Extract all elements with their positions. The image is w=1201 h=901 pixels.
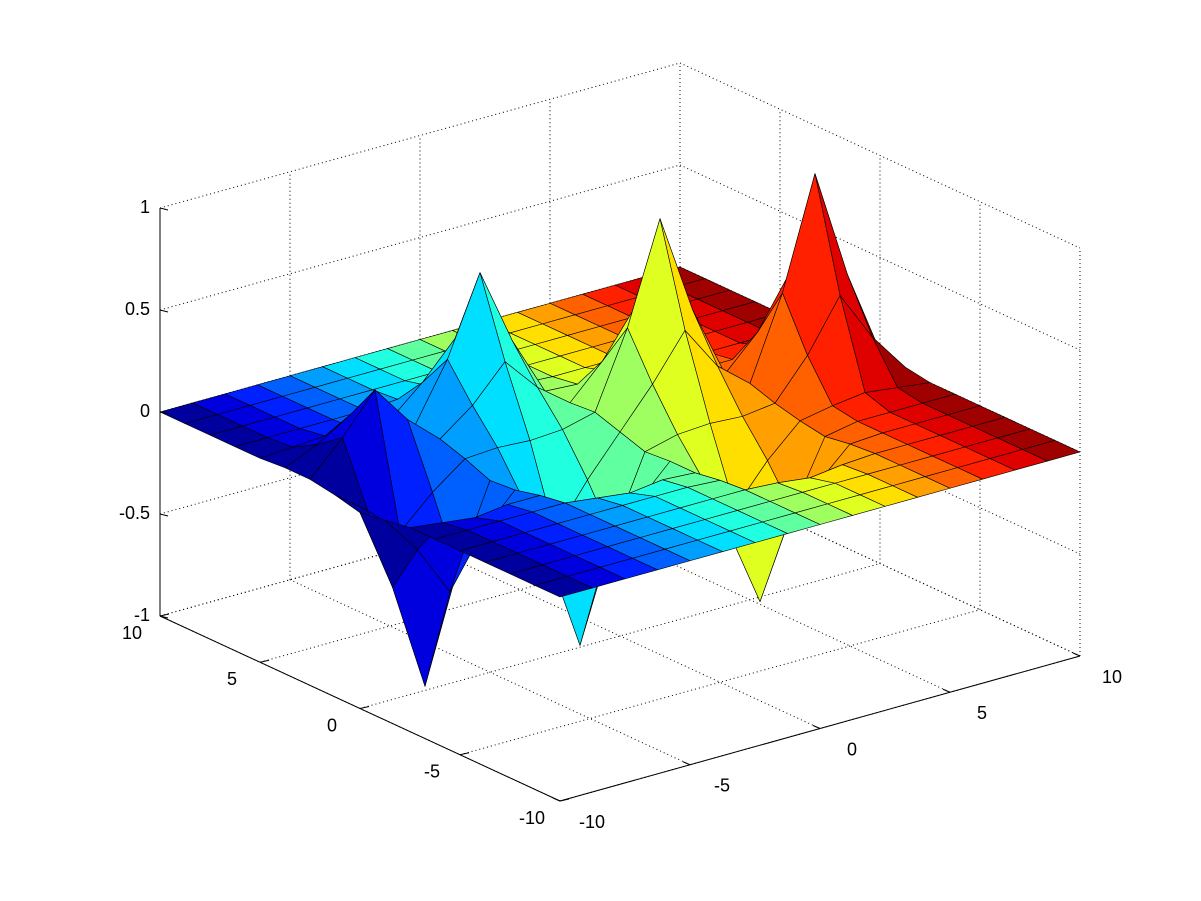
y-tick bbox=[359, 706, 370, 709]
y-tick-label: 10 bbox=[122, 623, 142, 643]
x-tick-label: -10 bbox=[579, 812, 605, 832]
surface-face bbox=[627, 218, 686, 385]
x-tick bbox=[942, 688, 951, 693]
z-tick bbox=[159, 309, 169, 313]
grid-line bbox=[679, 62, 1081, 249]
y-tick-label: 5 bbox=[227, 669, 237, 689]
grid-line bbox=[679, 470, 1081, 657]
z-tick-label: 0 bbox=[140, 401, 150, 421]
z-tick bbox=[159, 513, 169, 517]
z-tick-label: -0.5 bbox=[119, 503, 150, 523]
surface-face bbox=[534, 576, 593, 598]
z-tick-label: 0.5 bbox=[125, 299, 150, 319]
y-tick bbox=[459, 752, 470, 756]
z-tick bbox=[159, 207, 169, 211]
x-tick-label: 0 bbox=[847, 739, 857, 759]
x-tick bbox=[1072, 652, 1081, 657]
z-tick-label: -1 bbox=[134, 605, 150, 625]
y-tick-label: 0 bbox=[327, 715, 337, 735]
surface-face bbox=[782, 173, 841, 356]
x-tick-label: 10 bbox=[1102, 667, 1122, 687]
grid-line bbox=[289, 579, 691, 766]
y-tick bbox=[559, 798, 570, 802]
x-tick-label: 5 bbox=[977, 703, 987, 723]
z-tick bbox=[159, 615, 169, 619]
x-tick bbox=[552, 797, 561, 802]
z-tick-label: 1 bbox=[140, 197, 150, 217]
y-tick-label: -10 bbox=[519, 808, 545, 828]
x-tick-label: -5 bbox=[714, 776, 730, 796]
y-tick bbox=[259, 659, 270, 663]
x-tick bbox=[682, 761, 691, 766]
y-tick bbox=[159, 613, 170, 617]
y-tick-label: -5 bbox=[424, 762, 440, 782]
grid-line bbox=[419, 543, 821, 729]
z-tick bbox=[159, 411, 169, 415]
x-tick bbox=[812, 725, 821, 729]
grid-line bbox=[679, 164, 1081, 351]
